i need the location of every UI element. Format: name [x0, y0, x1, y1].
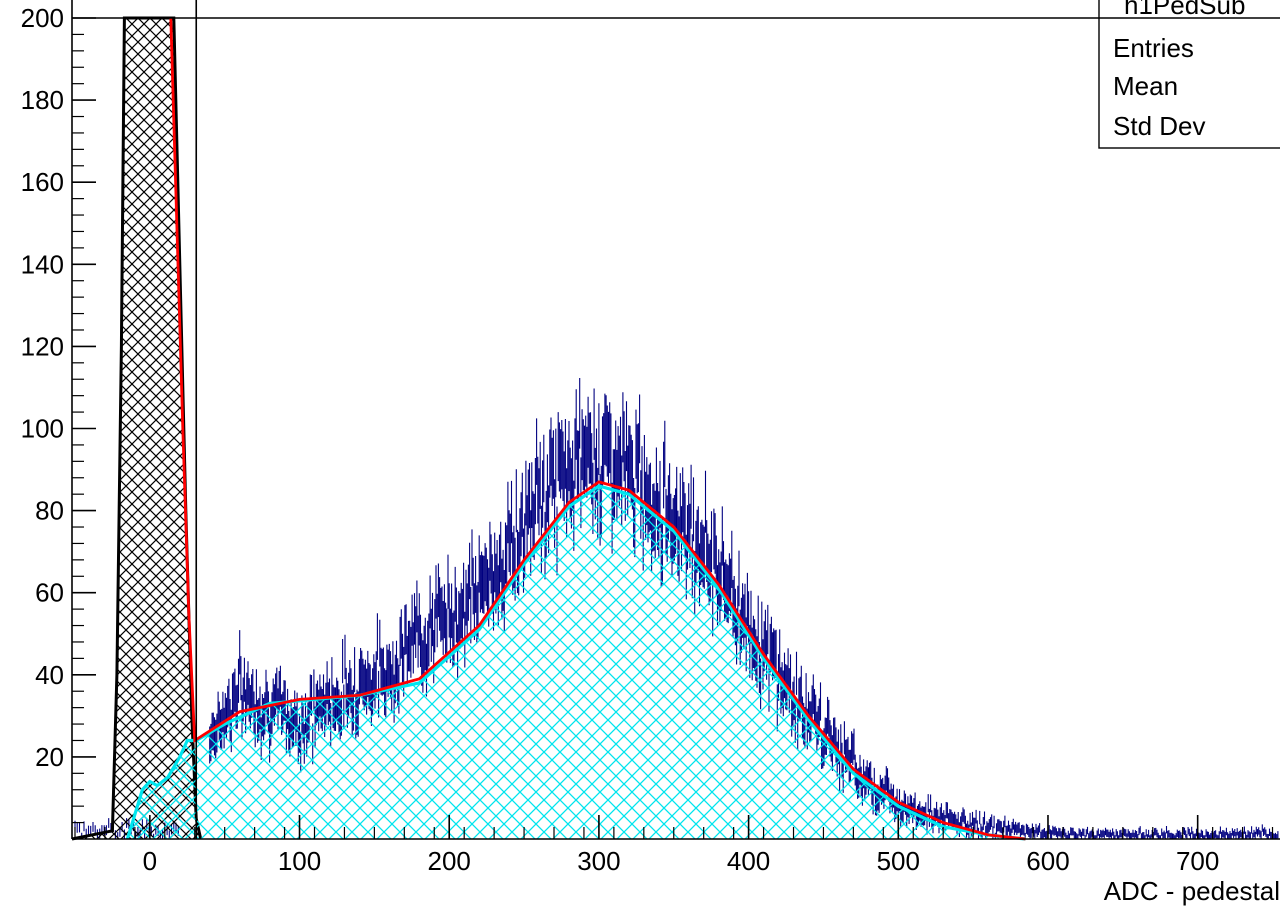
signal-component-area — [127, 486, 1026, 839]
x-tick-label: 300 — [577, 846, 620, 876]
signal-component — [125, 484, 1026, 841]
x-tick-label: 500 — [877, 846, 920, 876]
fit-total-curve — [169, 17, 1026, 841]
x-tick-label: 400 — [727, 846, 770, 876]
signal-component-curve — [125, 484, 1026, 841]
x-axis-label: ADC - pedestal — [1104, 876, 1280, 906]
fit-total-line — [169, 17, 1026, 841]
axes — [71, 0, 1280, 840]
y-tick-label: 20 — [35, 742, 64, 772]
stats-label-entries: Entries — [1113, 33, 1194, 63]
x-tick-label: 0 — [143, 846, 157, 876]
stats-box: h1PedSub Entries Mean Std Dev — [1098, 0, 1280, 149]
x-tick-label: 200 — [428, 846, 471, 876]
x-axis-ticks: 0 100 200 300 400 500 600 700 — [74, 815, 1274, 876]
x-tick-label: 100 — [278, 846, 321, 876]
y-tick-label: 80 — [35, 496, 64, 526]
y-tick-label: 140 — [21, 249, 64, 279]
stats-label-mean: Mean — [1113, 71, 1178, 101]
y-tick-label: 120 — [21, 331, 64, 361]
y-tick-label: 100 — [21, 414, 64, 444]
y-tick-label: 60 — [35, 578, 64, 608]
y-tick-label: 160 — [21, 167, 64, 197]
stats-box-frame — [1098, 0, 1280, 149]
y-tick-label: 200 — [21, 3, 64, 33]
y-tick-label: 180 — [21, 85, 64, 115]
y-tick-label: 40 — [35, 660, 64, 690]
x-tick-label: 600 — [1026, 846, 1069, 876]
pedestal-peak-area — [72, 18, 201, 839]
stats-label-stddev: Std Dev — [1113, 111, 1206, 141]
x-tick-label: 700 — [1176, 846, 1219, 876]
y-axis-ticks: 20 40 60 80 100 120 140 160 180 200 — [21, 3, 96, 824]
stats-box-title: h1PedSub — [1124, 0, 1245, 20]
